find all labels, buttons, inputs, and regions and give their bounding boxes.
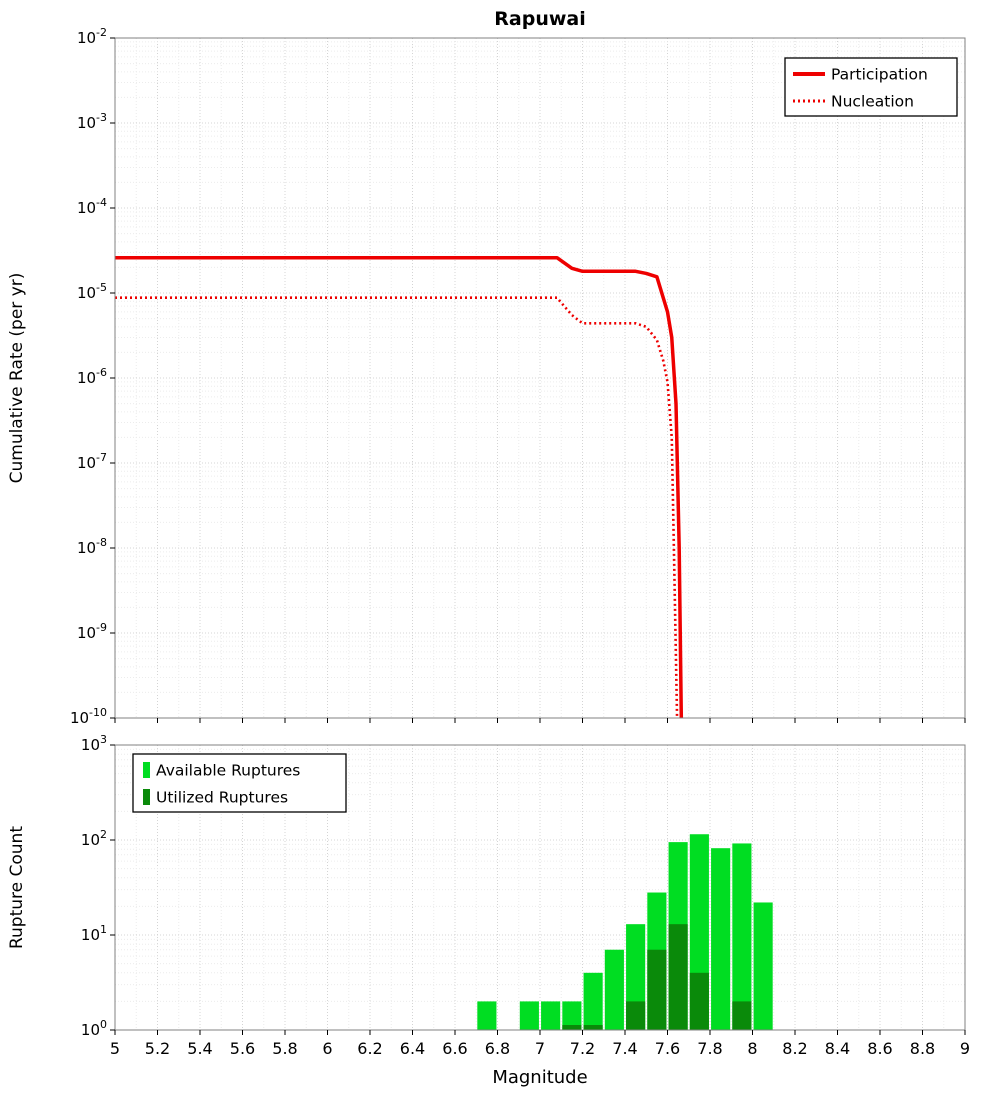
legend-label: Utilized Ruptures <box>156 789 288 807</box>
bottom-panel: 5 5.2 5.4 5.6 5.8 6 6.2 6.4 6.6 6.8 7 7.2 7.4 7.6 7.8 8… <box>7 733 970 1088</box>
legend-label: Nucleation <box>831 93 914 111</box>
legend-box <box>132 753 347 813</box>
x-tick-label: 5.2 <box>145 1039 170 1058</box>
x-tick-label: 8 <box>747 1039 757 1058</box>
bar <box>753 902 773 1030</box>
y-axis-label: Rupture Count <box>7 826 27 949</box>
y-tick-label: 10-5 <box>77 281 107 302</box>
y-tick-label: 10-4 <box>77 196 107 217</box>
bar <box>626 1001 646 1030</box>
bar <box>604 949 624 1030</box>
nucleation-line <box>115 296 679 719</box>
bar <box>583 972 603 1030</box>
y-tick-label: 102 <box>81 828 107 849</box>
legend-box <box>784 57 958 117</box>
participation-line <box>115 255 684 719</box>
x-tick-label: 7.2 <box>570 1039 595 1058</box>
x-axis-label: Magnitude <box>492 1067 587 1088</box>
y-tick-label: 10-6 <box>77 366 107 387</box>
bar <box>732 1001 752 1030</box>
x-tick-label: 8.2 <box>782 1039 807 1058</box>
x-tick-label: 7.6 <box>655 1039 680 1058</box>
x-tick-label: 8.6 <box>867 1039 892 1058</box>
x-tick-label: 6 <box>322 1039 332 1058</box>
bar <box>711 848 731 1030</box>
legend-swatch <box>143 762 150 778</box>
bar <box>519 1001 539 1030</box>
x-tick-label: 7.4 <box>612 1039 637 1058</box>
x-tick-label: 8.4 <box>825 1039 850 1058</box>
y-tick-label: 10-8 <box>77 536 107 557</box>
x-tick-label: 6.8 <box>485 1039 510 1058</box>
bar <box>583 1025 603 1030</box>
bar <box>477 1001 497 1030</box>
bar <box>732 843 752 1030</box>
x-tick-label: 9 <box>960 1039 970 1058</box>
y-tick-label: 100 <box>81 1018 107 1039</box>
y-axis-label: Cumulative Rate (per yr) <box>7 273 27 484</box>
y-tick-label: 103 <box>81 733 107 754</box>
x-tick-label: 5.4 <box>187 1039 212 1058</box>
y-tick-label: 10-9 <box>77 621 107 642</box>
x-tick-label: 6.2 <box>357 1039 382 1058</box>
top-panel: 10-2 10-3 10-4 10-5 10-6 10-7 10-8 10-9 10-10 Cum… <box>7 8 966 727</box>
bottom-legend: Available Ruptures Utilized Ruptures <box>132 753 347 813</box>
x-tick-label: 5 <box>110 1039 120 1058</box>
y-tick-label: 10-10 <box>70 706 107 727</box>
x-tick-label: 7 <box>535 1039 545 1058</box>
legend-swatch <box>143 789 150 805</box>
chart-title: Rapuwai <box>494 8 585 30</box>
y-tick-label: 101 <box>81 923 107 944</box>
bar <box>541 1001 561 1030</box>
bar <box>689 972 709 1030</box>
bar <box>562 1001 582 1030</box>
bar <box>647 949 667 1030</box>
x-tick-label: 5.6 <box>230 1039 255 1058</box>
y-tick-label: 10-7 <box>77 451 107 472</box>
y-tick-label: 10-3 <box>77 111 107 132</box>
legend-label: Available Ruptures <box>156 762 300 780</box>
top-legend: Participation Nucleation <box>784 57 958 117</box>
utilized-bars <box>562 924 752 1030</box>
bar <box>668 924 688 1030</box>
x-tick-label: 7.8 <box>697 1039 722 1058</box>
x-tick-label: 5.8 <box>272 1039 297 1058</box>
legend-label: Participation <box>831 66 928 84</box>
bar <box>562 1025 582 1030</box>
x-tick-label: 6.6 <box>442 1039 467 1058</box>
x-tick-label: 8.8 <box>910 1039 935 1058</box>
x-tick-label: 6.4 <box>400 1039 425 1058</box>
y-tick-label: 10-2 <box>77 26 107 47</box>
